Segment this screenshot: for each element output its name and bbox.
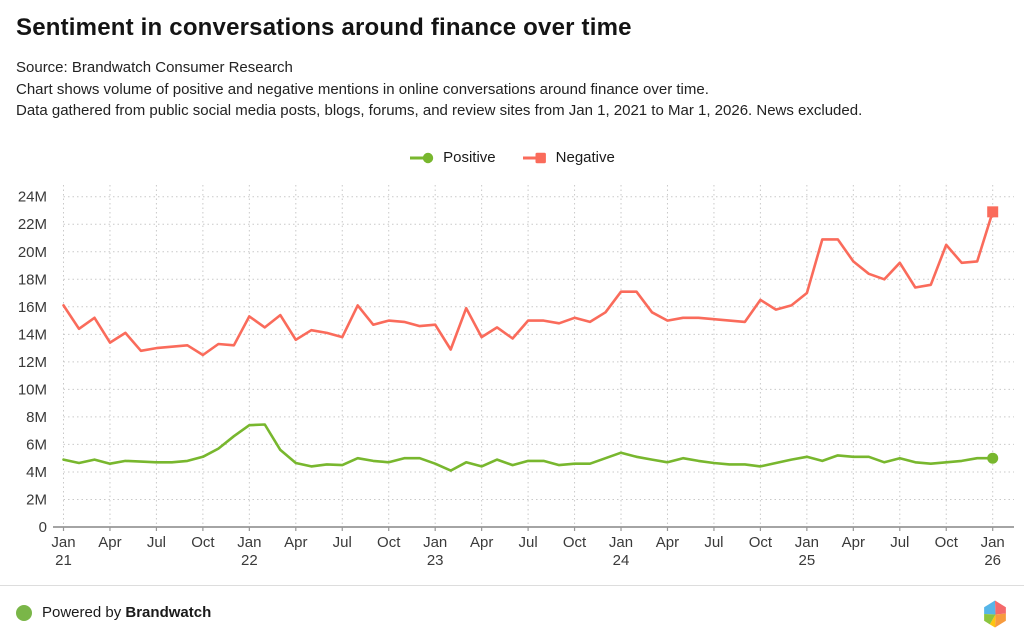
description-line-2: Data gathered from public social media p… (16, 102, 863, 119)
y-tick-label: 12M (18, 354, 47, 371)
x-tick-label: Jan (609, 534, 633, 551)
x-tick-label: Jan (981, 534, 1005, 551)
x-tick-label: Jul (333, 534, 352, 551)
brandwatch-dot-icon (16, 604, 32, 621)
legend-label-positive: Positive (443, 149, 496, 166)
legend-square-negative (535, 152, 546, 163)
y-tick-label: 4M (26, 464, 47, 481)
end-marker-positive (987, 452, 999, 464)
x-tick-label: Jul (704, 534, 723, 551)
powered-by-text: Powered by Brandwatch (42, 604, 211, 621)
y-tick-label: 0 (39, 519, 47, 536)
x-tick-label: Jan (423, 534, 447, 551)
sentiment-line-chart: 02M4M6M8M10M12M14M16M18M20M22M24MJan21Ap… (18, 185, 1014, 569)
x-tick-label: Apr (842, 534, 865, 551)
y-tick-label: 8M (26, 409, 47, 426)
x-tick-label: Jan (237, 534, 261, 551)
x-tick-year-label: 23 (427, 552, 444, 569)
x-tick-label: Apr (470, 534, 493, 551)
x-tick-label: Oct (377, 534, 401, 551)
negative-line-marker-icon (522, 152, 546, 163)
chart-area: 0 2M 4M 6M 8M 10M 12M 14M 16M 18M 20M 22M 24M Jan 21 Ap… (0, 176, 1024, 580)
source-line: Source: Brandwatch Consumer Research (16, 59, 293, 76)
legend-item-positive[interactable]: Positive (409, 149, 496, 166)
x-tick-year-label: 24 (613, 552, 630, 569)
x-tick-label: Jul (519, 534, 538, 551)
positive-line-marker-icon (410, 152, 434, 163)
x-tick-label: Oct (563, 534, 587, 551)
page-title: Sentiment in conversations around financ… (16, 14, 632, 41)
legend-item-negative[interactable]: Negative (522, 149, 615, 166)
y-tick-label: 18M (18, 271, 47, 288)
x-tick-label: Apr (284, 534, 307, 551)
x-tick-label: Apr (656, 534, 679, 551)
brand-name: Brandwatch (125, 604, 212, 621)
x-tick-label: Jul (147, 534, 166, 551)
x-tick-label: Jan (795, 534, 819, 551)
series-line-negative (62, 210, 995, 357)
legend-label-negative: Negative (555, 149, 615, 166)
y-tick-label: 20M (18, 244, 47, 261)
y-tick-label: 22M (18, 216, 47, 233)
y-tick-label: 24M (18, 189, 47, 206)
legend-circle-positive (422, 152, 434, 163)
footer-bar: Powered by Brandwatch (0, 585, 1024, 639)
chart-legend: Positive Negative (0, 149, 1024, 166)
y-tick-label: 14M (18, 326, 47, 343)
series-line-positive (62, 423, 995, 472)
x-tick-label: Jan (51, 534, 75, 551)
x-tick-label: Jul (890, 534, 909, 551)
x-tick-label: Oct (749, 534, 773, 551)
y-tick-label: 16M (18, 299, 47, 316)
x-tick-label: Oct (191, 534, 215, 551)
x-tick-year-label: 21 (55, 552, 72, 569)
powered-by-label: Powered by (42, 604, 122, 621)
x-tick-year-label: 25 (799, 552, 816, 569)
end-marker-negative (987, 206, 999, 218)
x-tick-label: Oct (935, 534, 959, 551)
y-tick-label: 6M (26, 436, 47, 453)
brandwatch-hexagon-logo-icon[interactable] (982, 600, 1008, 628)
y-tick-label: 2M (26, 491, 47, 508)
description-line-1: Chart shows volume of positive and negat… (16, 81, 709, 98)
x-tick-label: Apr (98, 534, 121, 551)
y-tick-label: 10M (18, 381, 47, 398)
x-tick-year-label: 22 (241, 552, 258, 569)
x-tick-year-label: 26 (984, 552, 1001, 569)
